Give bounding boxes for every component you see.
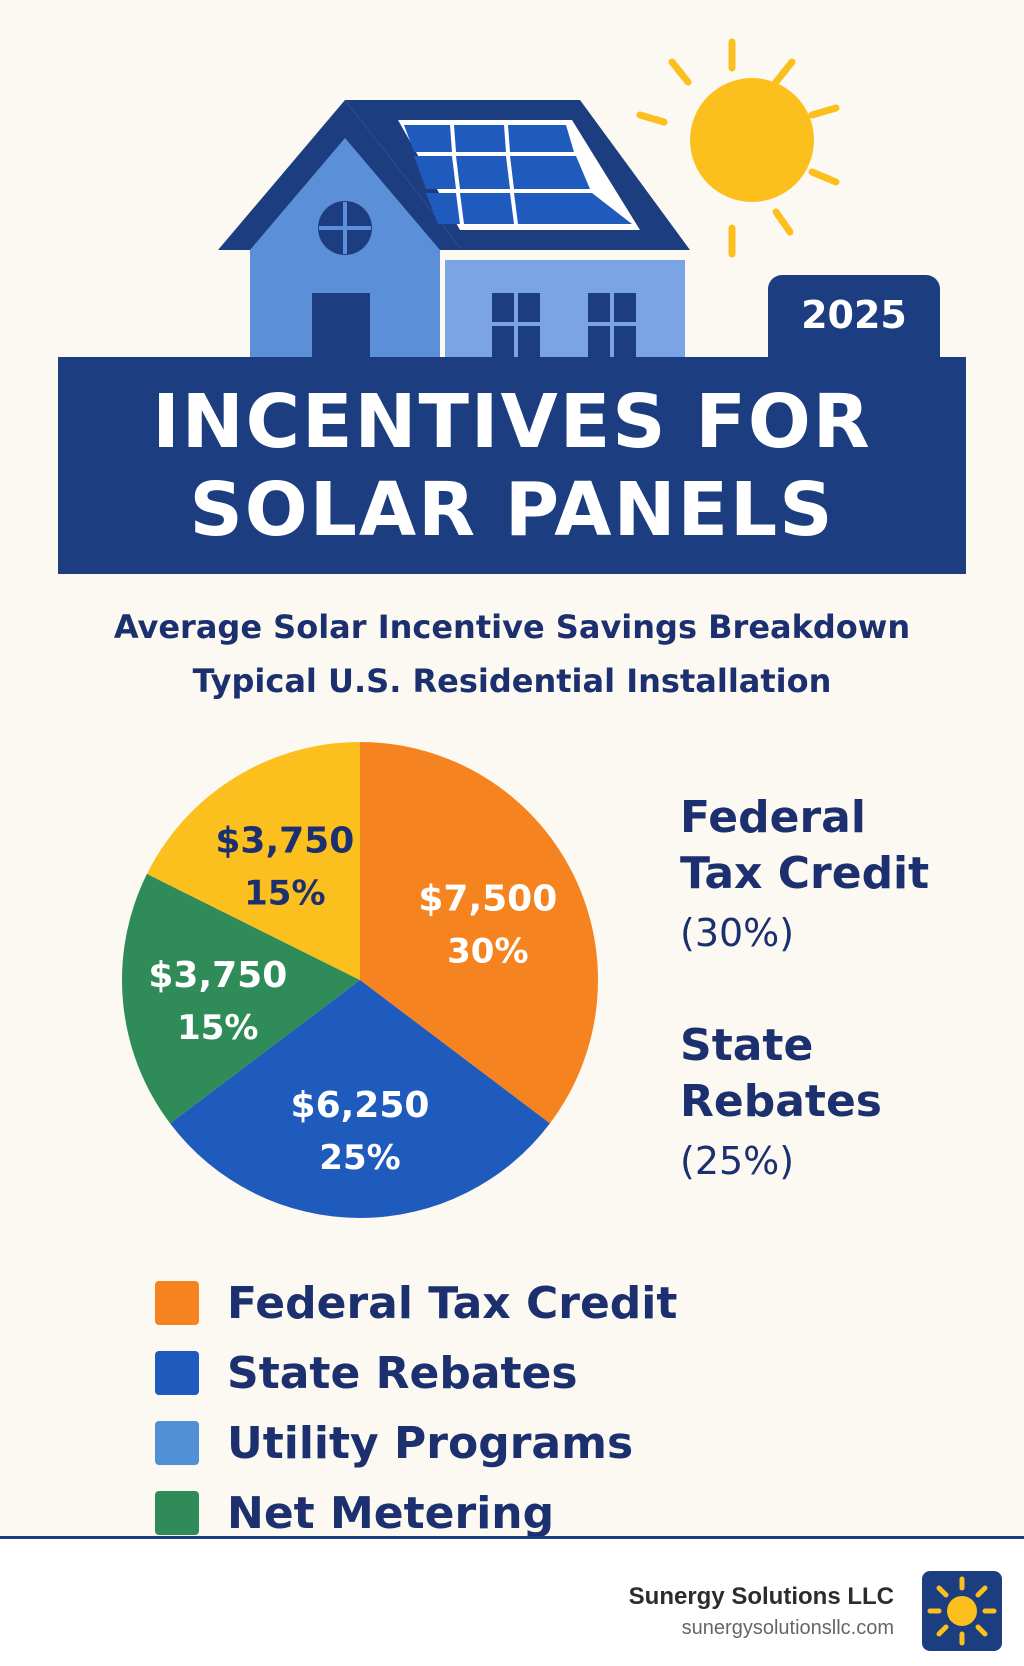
page-title-line-1: INCENTIVES FOR — [152, 378, 872, 465]
legend-swatch — [155, 1421, 199, 1465]
legend-label: Utility Programs — [227, 1417, 634, 1469]
annotation-federal-name-1: Federal — [680, 792, 866, 843]
annotation-state-percent: (25%) — [680, 1139, 795, 1183]
year-badge: 2025 — [768, 275, 940, 360]
slice-percent-label: 25% — [319, 1138, 400, 1178]
legend-label: Net Metering — [227, 1487, 555, 1539]
legend-swatch — [155, 1351, 199, 1395]
company-block: Sunergy Solutions LLC sunergysolutionsll… — [629, 1581, 894, 1643]
chart-legend: Federal Tax Credit State Rebates Utility… — [155, 1268, 677, 1548]
pie-chart: $7,500 30% $6,250 25% $3,750 15% $3,750 15% — [121, 742, 598, 1218]
solar-panel-icon — [404, 125, 632, 224]
company-name: Sunergy Solutions LLC — [628, 1583, 894, 1610]
company-url[interactable]: sunergysolutionsllc.com — [681, 1617, 894, 1639]
pie-slice — [360, 742, 598, 1124]
footer: Sunergy Solutions LLC sunergysolutionsll… — [0, 1539, 1024, 1666]
slice-amount-label: $3,750 — [215, 821, 354, 862]
page-title-line-2: SOLAR PANELS — [189, 466, 835, 553]
subtitle-line-1: Average Solar Incentive Savings Breakdow… — [113, 608, 911, 646]
slice-percent-label: 15% — [177, 1008, 258, 1048]
sun-icon — [636, 38, 840, 258]
chart-subtitle: Average Solar Incentive Savings Breakdow… — [0, 600, 1024, 708]
slice-amount-label: $3,750 — [148, 955, 287, 996]
legend-label: Federal Tax Credit — [227, 1277, 678, 1329]
slice-percent-label: 30% — [447, 931, 528, 971]
annotation-federal-name-2: Tax Credit — [680, 848, 930, 899]
slice-amount-label: $6,250 — [291, 1085, 430, 1126]
sun-icon — [927, 1576, 997, 1646]
footer-divider — [0, 1536, 1024, 1539]
annotation-federal-percent: (30%) — [680, 911, 795, 955]
legend-item-federal: Federal Tax Credit — [155, 1268, 677, 1338]
company-logo — [922, 1571, 1002, 1651]
legend-swatch — [155, 1491, 199, 1535]
title-banner: INCENTIVES FOR SOLAR PANELS — [58, 357, 966, 574]
pie-slice — [146, 742, 360, 980]
year-label: 2025 — [801, 293, 907, 337]
legend-swatch — [155, 1281, 199, 1325]
annotation-state: State Rebates (25%) — [680, 1018, 882, 1192]
subtitle-line-2: Typical U.S. Residential Installation — [192, 662, 832, 700]
legend-item-utility: Utility Programs — [155, 1408, 677, 1478]
annotation-state-name-2: Rebates — [680, 1076, 882, 1127]
slice-amount-label: $7,500 — [418, 878, 557, 919]
legend-label: State Rebates — [227, 1347, 578, 1399]
pie-slice — [121, 873, 360, 1124]
hero-illustration — [218, 38, 840, 357]
slice-percent-label: 15% — [244, 874, 325, 914]
pie-slice — [170, 980, 550, 1218]
legend-item-net-metering: Net Metering — [155, 1478, 677, 1548]
annotation-state-name-1: State — [680, 1020, 814, 1071]
house-illustration — [218, 100, 690, 357]
legend-item-state: State Rebates — [155, 1338, 677, 1408]
annotation-federal: Federal Tax Credit (30%) — [680, 790, 929, 964]
